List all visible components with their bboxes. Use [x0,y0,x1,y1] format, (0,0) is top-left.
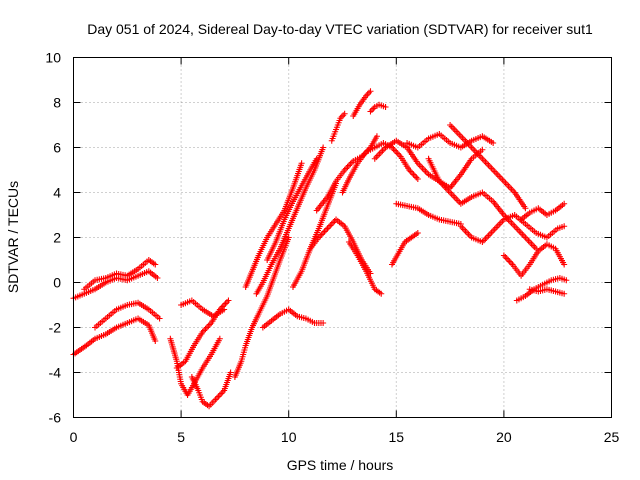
series-track-q [328,110,348,144]
data-point [152,261,159,268]
data-point [156,315,163,322]
series-track-x [388,230,421,268]
series-track-u [367,101,389,115]
series-track-aa [447,122,529,212]
series-track-e [167,335,223,398]
data-point [227,369,234,376]
series-track-d [92,299,163,331]
data-point [216,335,223,342]
x-tick-label: 15 [389,429,405,445]
data-point [561,261,568,268]
y-tick-label: 2 [53,230,61,246]
data-point [152,338,159,344]
data-point [414,230,421,236]
series-track-w [393,200,464,227]
series-track-af [518,200,568,223]
y-tick-label: 10 [45,50,61,66]
data-point [479,146,486,153]
series-track-f [173,297,232,371]
y-tick-label: -6 [49,410,62,426]
data-point [154,275,161,281]
series-track-v [371,137,486,191]
data-point [320,320,327,326]
data-point [563,277,570,284]
data-point [225,297,232,304]
y-tick-label: -2 [49,320,62,336]
series-track-b [70,315,159,358]
data-point [414,176,421,182]
x-tick-labels: 0 5 10 15 20 25 [70,429,620,445]
series-track-t [350,88,374,119]
series-track-ae [526,286,568,297]
data-point [522,205,529,212]
y-tick-label: -4 [49,365,62,381]
x-tick-label: 5 [177,429,185,445]
x-tick-label: 25 [604,429,620,445]
y-tick-label: 4 [53,185,61,201]
data-point [313,155,320,162]
series-track-ab [457,212,568,245]
series-track-ac [500,241,568,279]
data-points [70,88,570,410]
series-track-a [70,268,161,302]
data-point [341,110,348,117]
data-point [320,144,327,151]
x-axis-label: GPS time / hours [287,457,394,473]
x-tick-label: 20 [496,429,512,445]
y-tick-labels: -6 -4 -2 0 2 4 6 8 10 [45,50,61,426]
series-track-m [259,306,327,331]
series-track-k [253,144,327,297]
plot-frame [73,57,612,418]
y-tick-label: 0 [53,275,61,291]
series-track-h [178,297,228,320]
y-tick-label: 8 [53,95,61,111]
series-track-g [188,369,234,410]
data-point [561,290,568,297]
x-tick-label: 0 [70,429,78,445]
series-track-y [404,131,497,151]
data-point [373,133,380,140]
y-axis-label: SDTVAR / TECUs [5,181,21,293]
data-point [561,200,568,207]
series-track-z [425,155,540,252]
data-point [367,88,374,95]
data-point [285,234,292,241]
series-track-c [81,257,159,293]
data-point [221,306,228,313]
data-point [490,140,497,146]
grid-lines [73,57,612,418]
series-track-l [264,155,320,263]
chart-title: Day 051 of 2024, Sidereal Day-to-day VTE… [87,21,593,37]
x-tick-label: 10 [281,429,297,445]
data-point [378,290,385,297]
y-tick-label: 6 [53,140,61,156]
data-point [561,223,568,230]
data-point [298,160,305,167]
series-track-i [231,234,292,380]
series-track-s [345,239,385,297]
series-track-j [242,160,305,290]
data-point [382,104,389,110]
